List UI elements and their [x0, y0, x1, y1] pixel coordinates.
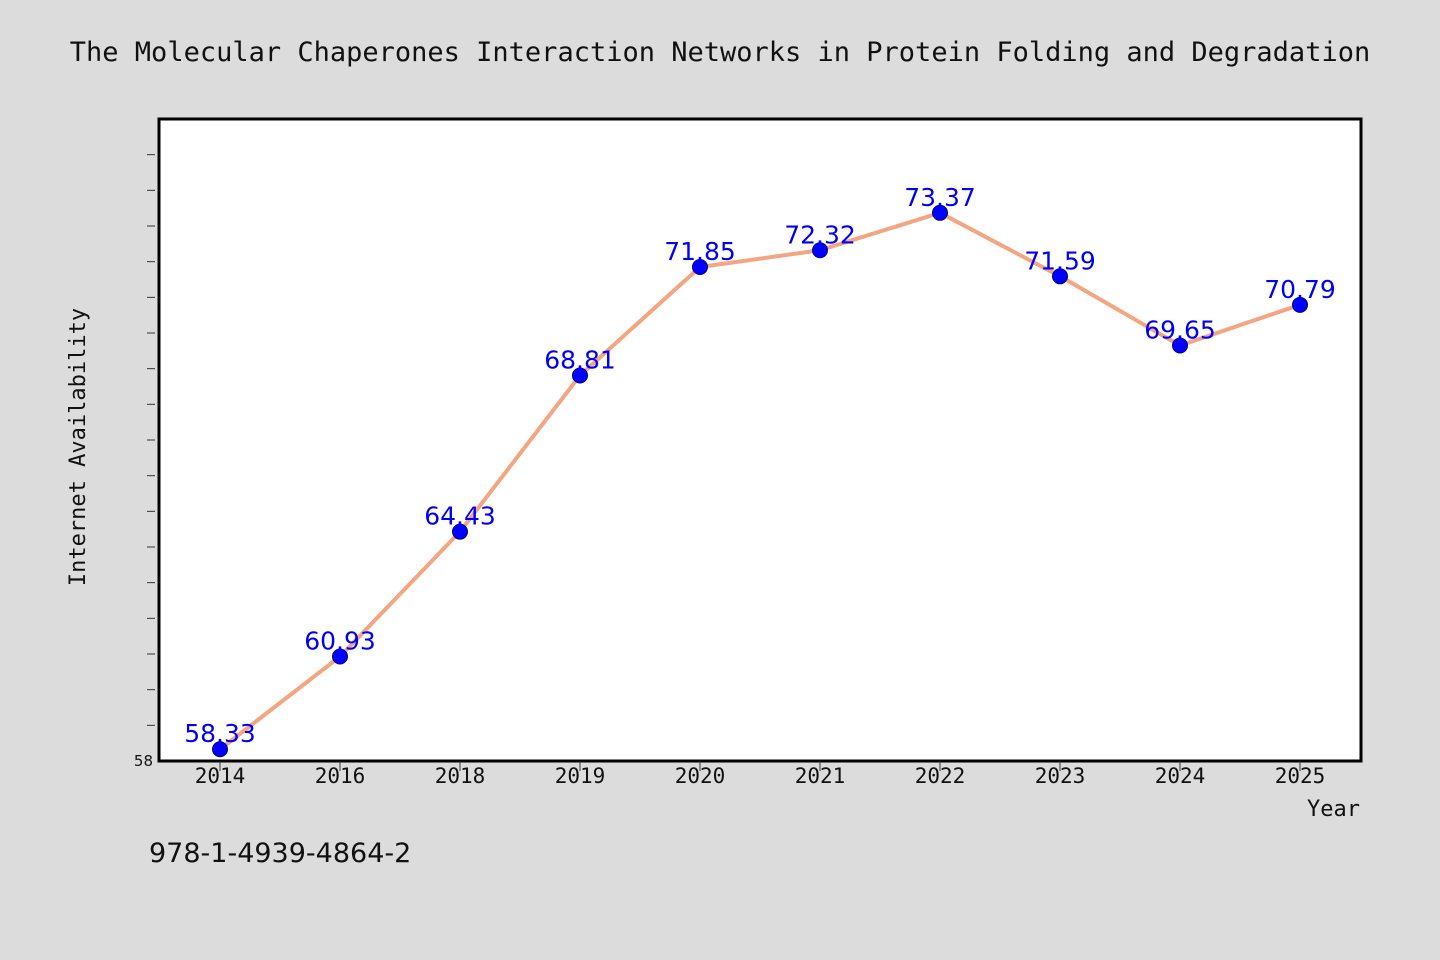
y-tick-label: 58 [134, 752, 153, 770]
x-tick-label: 2024 [1155, 764, 1206, 788]
data-labels: 58.33 60.93 64.43 68.81 71.85 72.32 73.37 71.59… [184, 183, 1336, 748]
y-axis-label: Internet Availability [66, 308, 91, 586]
x-axis-ticks: 2014 2016 2018 2019 2020 2021 2022 2023 2024 2025 [195, 761, 1326, 788]
data-label: 71.85 [664, 237, 736, 266]
x-tick-label: 2023 [1035, 764, 1086, 788]
data-label: 71.59 [1024, 246, 1096, 275]
x-tick-label: 2018 [435, 764, 486, 788]
isbn-text: 978-1-4939-4864-2 [149, 838, 411, 869]
data-point [812, 242, 828, 259]
data-point [1292, 296, 1308, 313]
data-label: 70.79 [1264, 275, 1336, 304]
data-label: 64.43 [424, 502, 496, 531]
data-point [932, 204, 948, 221]
x-tick-label: 2025 [1275, 764, 1326, 788]
x-tick-label: 2021 [795, 764, 846, 788]
data-label: 73.37 [904, 183, 976, 212]
series-markers [212, 204, 1308, 758]
data-point [212, 741, 228, 758]
data-point [1172, 337, 1188, 354]
data-point [1052, 268, 1068, 285]
data-label: 69.65 [1144, 315, 1216, 344]
data-point [332, 648, 348, 665]
data-point [572, 367, 588, 384]
y-axis-ticks: 58 [134, 154, 155, 770]
series-line [218, 210, 1302, 752]
data-point [692, 259, 708, 276]
x-axis-label: Year [1307, 797, 1360, 822]
data-label: 72.32 [784, 220, 856, 249]
data-point [452, 523, 468, 540]
data-label: 58.33 [184, 719, 256, 748]
x-tick-label: 2014 [195, 764, 246, 788]
data-label: 60.93 [304, 626, 376, 655]
data-label: 68.81 [544, 345, 616, 374]
x-tick-label: 2022 [915, 764, 966, 788]
plot-area [157, 117, 1363, 763]
x-tick-label: 2020 [675, 764, 726, 788]
x-tick-label: 2019 [555, 764, 606, 788]
chart-title: The Molecular Chaperones Interaction Net… [70, 37, 1370, 68]
x-tick-label: 2016 [315, 764, 366, 788]
